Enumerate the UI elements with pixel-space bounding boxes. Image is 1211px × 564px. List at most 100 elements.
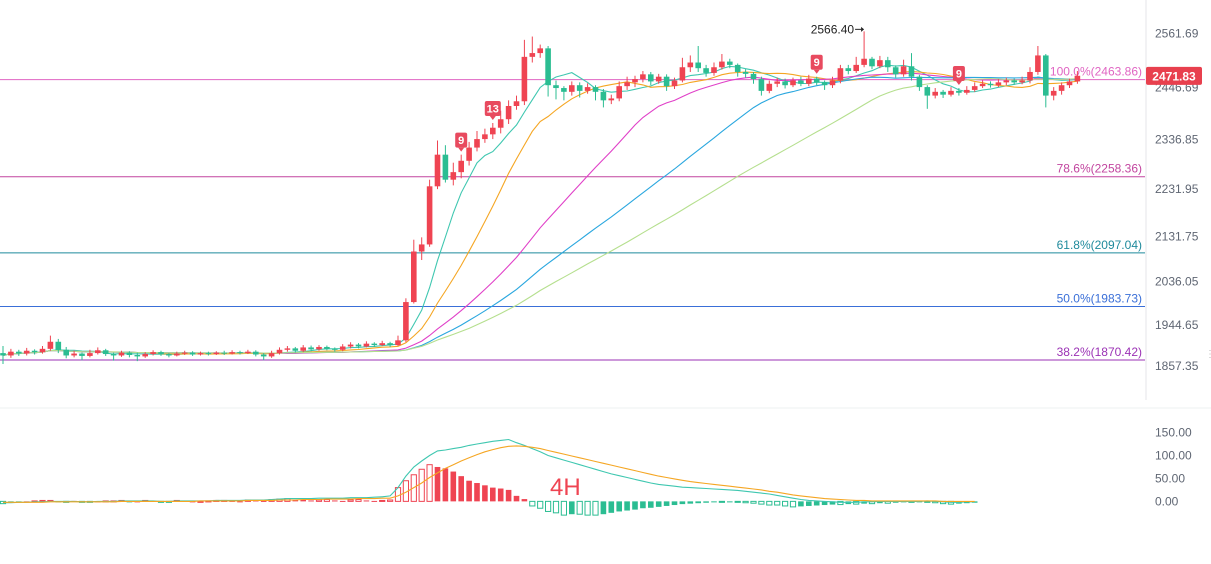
macd-histogram-bar <box>877 501 883 504</box>
candle-body <box>971 86 978 90</box>
candle-body <box>434 154 441 187</box>
candle-body <box>892 67 899 75</box>
candle-body <box>181 352 188 354</box>
macd-histogram-bar <box>410 474 417 502</box>
candle-body <box>458 160 464 173</box>
candlestick-series <box>0 31 1081 364</box>
candle-body <box>197 353 204 355</box>
macd-dea-line <box>3 445 975 503</box>
candle-body <box>553 85 559 89</box>
candle-body <box>237 352 243 354</box>
candle-body <box>782 81 788 86</box>
macd-histogram-bar <box>861 501 867 504</box>
high-price-arrowhead <box>861 26 865 32</box>
current-price-tag <box>1146 66 1202 85</box>
panel-resize-handle[interactable]: ⋮ <box>1205 349 1211 360</box>
sequential-marker-pointer <box>489 116 496 121</box>
macd-histogram-bar <box>758 500 765 505</box>
timeframe-label: 4H <box>550 474 581 501</box>
price-tick-label: 2231.95 <box>1155 182 1199 196</box>
candle-body <box>403 302 409 341</box>
macd-axis: 150.00 100.00 50.00 0.00 <box>0 407 1211 508</box>
macd-histogram-bar <box>695 501 701 504</box>
sequential-marker-badge <box>810 54 823 70</box>
macd-histogram-bar <box>655 501 662 507</box>
candle-body <box>16 351 22 354</box>
candle-body <box>79 353 85 356</box>
candle-body <box>71 353 77 356</box>
macd-histogram-bar <box>237 501 243 503</box>
candle-body <box>608 98 615 101</box>
sequential-marker-badge <box>484 101 501 117</box>
candle-body <box>979 83 986 87</box>
fib-level-label: 78.6%(2258.36) <box>1057 162 1142 176</box>
candle-body <box>624 82 630 87</box>
candle-body <box>1074 75 1081 82</box>
candle-body <box>1058 85 1065 91</box>
macd-histogram-bar <box>418 468 425 502</box>
price-tick-label: 1857.35 <box>1155 359 1199 373</box>
sequential-markers: 9 13 9 9 <box>455 54 965 152</box>
candle-body <box>1019 80 1025 83</box>
macd-histogram-bar <box>813 501 820 506</box>
macd-histogram-bar <box>727 501 733 503</box>
candle-body <box>727 61 733 65</box>
candle-body <box>332 348 338 350</box>
macd-histogram-bar <box>766 500 773 506</box>
macd-histogram-bar <box>490 487 496 502</box>
macd-histogram-bar <box>782 500 789 507</box>
candle-body <box>584 87 591 91</box>
candle-body <box>576 85 583 91</box>
macd-histogram-bar <box>734 500 741 503</box>
candle-body <box>379 343 385 346</box>
candle-body <box>908 66 915 77</box>
price-tick-label: 2561.69 <box>1155 26 1199 40</box>
candle-body <box>268 353 275 357</box>
candle-body <box>932 91 938 96</box>
sequential-marker-label: 9 <box>458 135 464 147</box>
candle-body <box>655 76 662 82</box>
candle-body <box>877 60 883 67</box>
macd-histogram-bar <box>640 501 646 509</box>
macd-histogram-bar <box>806 501 812 506</box>
candle-body <box>276 349 283 354</box>
candle-body <box>750 73 757 80</box>
candle-body <box>529 53 536 57</box>
macd-histogram-bar <box>679 501 686 505</box>
candle-body <box>671 80 678 87</box>
sequential-marker-label: 13 <box>487 104 499 116</box>
candle-body <box>213 352 220 355</box>
candle-body <box>158 352 164 355</box>
price-tick-label: 2336.85 <box>1155 133 1199 147</box>
macd-histogram-bar <box>600 501 607 515</box>
candle-body <box>1043 55 1049 96</box>
candle-body <box>774 81 780 84</box>
candle-body <box>260 354 267 357</box>
candle-body <box>640 74 646 80</box>
candle-body <box>734 64 741 72</box>
macd-histogram-bar <box>671 501 678 506</box>
candle-body <box>308 347 314 350</box>
sequential-marker-pointer <box>813 69 820 74</box>
candle-body <box>490 127 496 135</box>
candle-body <box>482 134 488 140</box>
candle-body <box>853 64 859 72</box>
macd-histogram-bar <box>308 500 314 502</box>
macd-histogram-bar <box>347 499 354 502</box>
candle-body <box>8 351 14 356</box>
candle-body <box>411 251 417 303</box>
candle-body <box>229 352 235 354</box>
macd-histogram-bar <box>497 488 504 502</box>
candle-body <box>347 344 354 347</box>
candle-body <box>679 67 686 81</box>
macd-histogram-bar <box>837 500 844 506</box>
candle-body <box>39 348 46 353</box>
candle-body <box>545 48 551 86</box>
candle-body <box>861 58 867 65</box>
sequential-marker-label: 9 <box>956 69 962 81</box>
macd-histogram-bar <box>718 500 725 503</box>
candle-body <box>648 74 654 82</box>
candle-body <box>387 343 393 346</box>
candle-body <box>363 343 370 347</box>
